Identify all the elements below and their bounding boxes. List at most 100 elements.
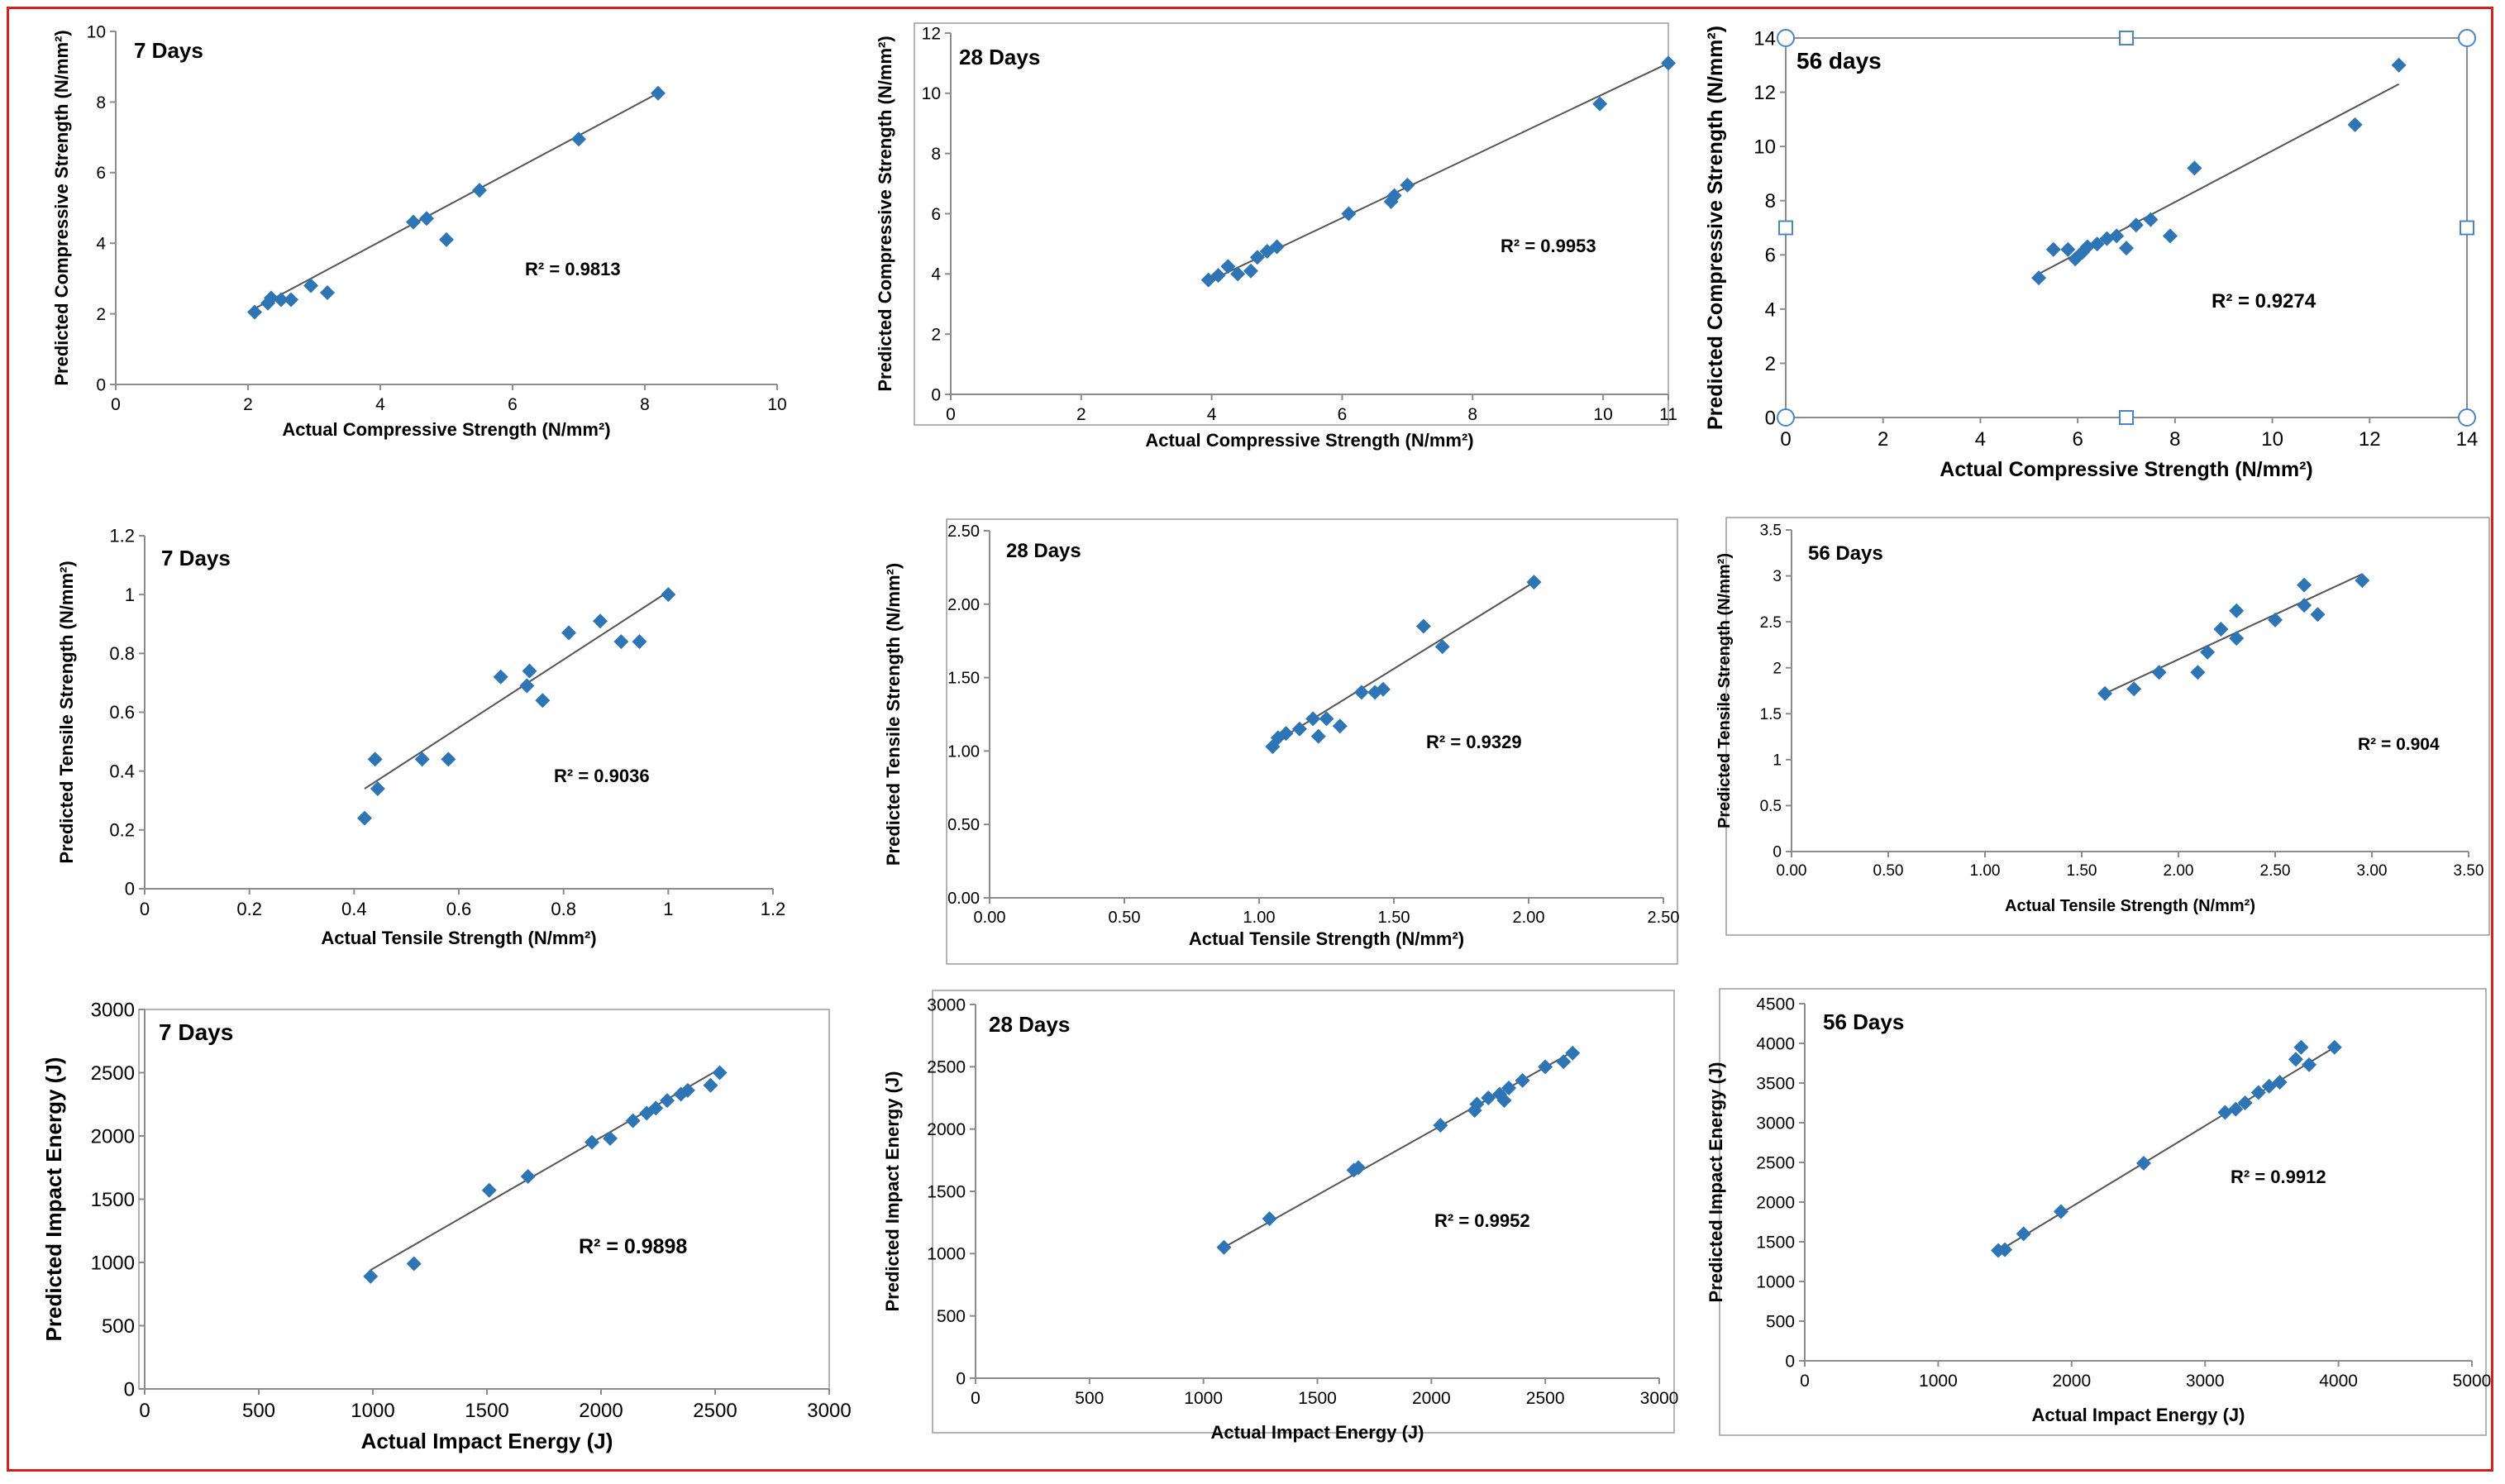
- r-squared-label: R² = 0.9912: [2231, 1167, 2326, 1187]
- y-tick-label: 500: [1766, 1312, 1795, 1331]
- data-point: [1216, 1239, 1232, 1255]
- x-tick-label: 0: [946, 405, 956, 424]
- y-axis-title: Predicted Compressive Strength (N/mm²): [51, 30, 72, 385]
- x-tick-label: 500: [242, 1400, 275, 1422]
- x-tick-label: 10: [2261, 428, 2283, 451]
- data-point: [613, 634, 629, 650]
- data-point: [561, 625, 576, 641]
- r-squared-label: R² = 0.9329: [1426, 732, 1522, 752]
- data-point: [2200, 644, 2216, 660]
- chart-area-border: [946, 518, 1678, 965]
- data-point: [1210, 268, 1226, 284]
- x-tick-label: 1.50: [1378, 909, 1410, 927]
- x-tick-label: 0.50: [1109, 909, 1141, 927]
- chart-panel-8: 0 500 1000 1500 2000 2500 3000 0 500 1000 1500 2000…: [882, 990, 1678, 1443]
- resize-handle-corner[interactable]: [2458, 29, 2476, 47]
- data-point: [414, 752, 430, 767]
- y-tick-label: 2: [1765, 353, 1776, 375]
- chart-panel-3: 0 2 4 6 8 10 12 14 0 2 4 6 8 10 12 14 Actual Compressive…: [1704, 26, 2478, 481]
- resize-handle-side[interactable]: [2119, 31, 2134, 45]
- data-point: [2031, 270, 2047, 286]
- r-squared-label: R² = 0.9953: [1501, 236, 1596, 256]
- x-tick-label: 4: [375, 395, 385, 414]
- x-tick-label: 1500: [465, 1400, 508, 1422]
- data-point: [2162, 228, 2178, 244]
- x-tick-label: 0.50: [1873, 862, 1904, 880]
- data-point: [320, 284, 335, 300]
- data-point: [1386, 188, 1402, 203]
- x-tick-label: 11: [1659, 405, 1677, 424]
- data-point: [406, 1256, 422, 1272]
- r-squared-label: R² = 0.9952: [1434, 1210, 1530, 1231]
- trend-line: [2100, 573, 2363, 696]
- data-point: [1341, 206, 1357, 222]
- r-squared-label: R² = 0.9274: [2212, 290, 2317, 313]
- chart-panel-7: 0 500 1000 1500 2000 2500 3000 0 500 1000 1500 2000…: [41, 999, 852, 1453]
- data-point: [284, 292, 298, 308]
- data-point: [2237, 1095, 2253, 1110]
- data-point: [2229, 603, 2245, 618]
- x-axis-title: Actual Tensile Strength (N/mm²): [1189, 928, 1464, 949]
- data-point: [2228, 1101, 2244, 1117]
- x-tick-label: 2: [1878, 428, 1888, 451]
- y-tick-label: 0.2: [109, 820, 135, 841]
- data-point: [632, 634, 647, 650]
- chart-title: 56 Days: [1808, 542, 1883, 565]
- x-tick-label: 2: [1076, 405, 1086, 424]
- x-tick-label: 8: [2169, 428, 2180, 451]
- chart-title: 28 Days: [989, 1012, 1070, 1037]
- data-point: [712, 1065, 728, 1081]
- resize-handle-side[interactable]: [2460, 220, 2474, 236]
- x-tick-label: 2.50: [2260, 862, 2291, 880]
- y-axis-title: Predicted Compressive Strength (N/mm²): [1704, 26, 1727, 430]
- data-point: [2272, 1075, 2288, 1090]
- data-point: [2190, 665, 2206, 680]
- y-axis-title: Predicted Tensile Strength (N/mm²): [1715, 553, 1734, 828]
- x-tick-label: 2: [243, 395, 253, 414]
- y-axis-title: Predicted Compressive Strength (N/mm²): [875, 36, 895, 391]
- y-tick-label: 8: [1765, 190, 1776, 212]
- data-point: [2126, 681, 2142, 697]
- resize-handle-corner[interactable]: [1777, 29, 1795, 47]
- data-point: [625, 1113, 641, 1129]
- x-tick-label: 1500: [1298, 1389, 1337, 1408]
- data-point: [2250, 1085, 2266, 1100]
- y-tick-label: 2000: [1756, 1193, 1795, 1212]
- resize-handle-corner[interactable]: [1777, 408, 1795, 427]
- y-tick-label: 0.8: [109, 643, 135, 664]
- chart-title: 56 Days: [1823, 1009, 1904, 1034]
- resize-handle-corner[interactable]: [2458, 408, 2476, 427]
- data-point: [603, 1131, 618, 1147]
- data-point: [363, 1268, 379, 1284]
- y-tick-label: 2000: [91, 1125, 135, 1148]
- x-tick-label: 0: [971, 1389, 981, 1408]
- data-point: [1469, 1096, 1485, 1112]
- data-point: [1291, 721, 1307, 737]
- data-point: [535, 693, 551, 709]
- data-point: [519, 678, 535, 694]
- y-tick-label: 2.00: [947, 596, 980, 614]
- data-point: [472, 183, 487, 198]
- y-tick-label: 6: [931, 205, 941, 224]
- y-tick-label: 1500: [91, 1189, 135, 1211]
- x-tick-label: 1000: [351, 1400, 394, 1422]
- resize-handle-side[interactable]: [1778, 220, 1793, 236]
- resize-handle-side[interactable]: [2119, 410, 2134, 425]
- y-axis-title: Predicted Tensile Strength (N/mm²): [56, 561, 77, 863]
- data-point: [2143, 212, 2159, 227]
- y-tick-label: 4: [1765, 298, 1776, 321]
- y-tick-label: 2500: [927, 1058, 966, 1077]
- x-tick-label: 2000: [2052, 1372, 2091, 1391]
- chart-area-border: [138, 1009, 830, 1390]
- x-tick-label: 0: [1780, 428, 1791, 451]
- trend-line: [364, 590, 669, 790]
- x-tick-label: 0: [111, 395, 121, 414]
- y-axis-title: Predicted Impact Energy (J): [882, 1071, 903, 1312]
- chart-title: 28 Days: [959, 45, 1040, 69]
- y-tick-label: 0.00: [947, 890, 980, 908]
- chart-title: 56 days: [1796, 48, 1882, 74]
- x-tick-label: 6: [1338, 405, 1348, 424]
- y-tick-label: 0: [1773, 844, 1782, 861]
- data-point: [1526, 575, 1542, 590]
- y-tick-label: 0.6: [109, 702, 135, 723]
